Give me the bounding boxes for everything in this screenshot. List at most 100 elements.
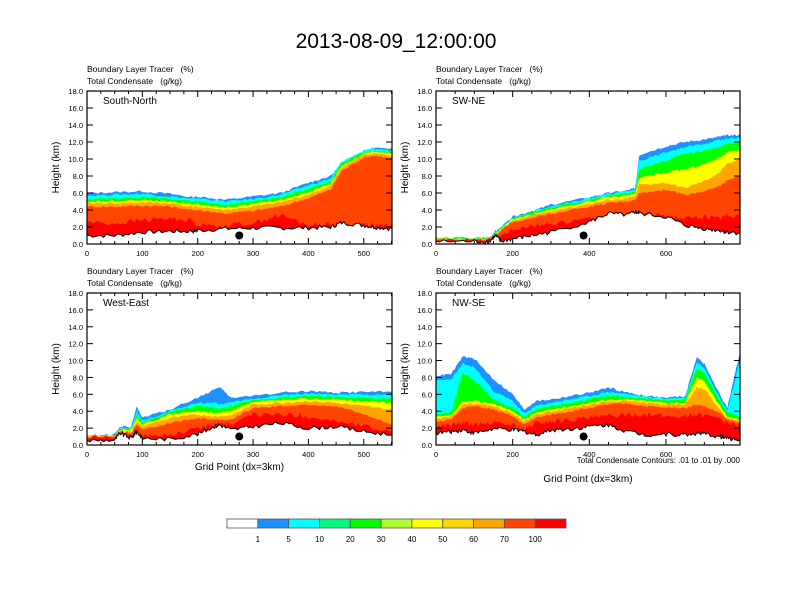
- y-tick-label: 2.0: [422, 424, 432, 433]
- panel-title: South-North: [103, 96, 157, 107]
- panel-subtitle-tracer: Boundary Layer Tracer (%): [436, 266, 543, 276]
- y-tick-label: 10.0: [68, 357, 83, 366]
- colorbar-swatch: [534, 518, 567, 529]
- colorbar-label: 10: [315, 535, 324, 544]
- x-tick-label: 0: [434, 450, 438, 459]
- y-tick-label: 2.0: [422, 223, 432, 232]
- y-tick-label: 10.0: [417, 357, 432, 366]
- plot-area: [87, 386, 392, 445]
- y-tick-label: 0.0: [422, 240, 432, 249]
- y-tick-label: 6.0: [73, 390, 83, 399]
- colorbar-label: 30: [377, 535, 386, 544]
- plot-area: [87, 147, 392, 244]
- location-marker: [235, 432, 244, 441]
- x-tick-label: 100: [136, 249, 149, 258]
- colorbar-swatch: [411, 518, 444, 529]
- y-tick-label: 12.0: [417, 138, 432, 147]
- panel-subtitle-tracer: Boundary Layer Tracer (%): [87, 64, 194, 74]
- y-tick-label: 2.0: [73, 424, 83, 433]
- terrain-line: [436, 422, 740, 442]
- y-tick-label: 18.0: [68, 87, 83, 96]
- contour-footnote: Total Condensate Contours: .01 to .01 by…: [577, 456, 741, 465]
- x-tick-label: 0: [85, 450, 89, 459]
- colorbar-swatch: [349, 518, 382, 529]
- x-tick-label: 500: [358, 249, 371, 258]
- x-tick-label: 400: [583, 450, 596, 459]
- y-tick-label: 10.0: [417, 155, 432, 164]
- y-tick-label: 6.0: [73, 189, 83, 198]
- figure-title: 2013-08-09_12:00:00: [295, 30, 497, 53]
- y-tick-label: 8.0: [73, 373, 83, 382]
- y-tick-label: 18.0: [417, 87, 432, 96]
- y-axis-label: Height (km): [400, 343, 411, 395]
- x-tick-label: 200: [191, 249, 204, 258]
- x-tick-label: 400: [302, 450, 315, 459]
- colorbar-label: 100: [529, 535, 543, 544]
- x-tick-label: 100: [136, 450, 149, 459]
- y-tick-label: 2.0: [73, 223, 83, 232]
- x-axis-label: Grid Point (dx=3km): [195, 462, 284, 473]
- colorbar-label: 5: [286, 535, 291, 544]
- panel-bottom-left: 0.0 2.0 4.0 6.0 8.0 10.0 12.0 14.0 16.0 18.0 0 100 2…: [51, 266, 393, 473]
- y-tick-label: 12.0: [68, 340, 83, 349]
- colorbar-label: 50: [438, 535, 447, 544]
- y-tick-label: 12.0: [68, 138, 83, 147]
- y-tick-label: 8.0: [422, 172, 432, 181]
- terrain-line: [87, 421, 392, 443]
- x-tick-label: 400: [583, 249, 596, 258]
- colorbar-swatch: [257, 518, 290, 529]
- panel-title: NW-SE: [452, 298, 485, 309]
- y-axis-label: Height (km): [51, 343, 62, 395]
- panel-title: West-East: [103, 298, 149, 309]
- y-tick-label: 12.0: [417, 340, 432, 349]
- x-tick-label: 300: [247, 450, 260, 459]
- panel-subtitle-condensate: Total Condensate (g/kg): [436, 278, 531, 288]
- colorbar-swatch: [380, 518, 413, 529]
- y-tick-label: 6.0: [422, 189, 432, 198]
- x-tick-label: 0: [85, 249, 89, 258]
- y-tick-label: 14.0: [417, 323, 432, 332]
- location-marker: [579, 432, 588, 441]
- y-tick-label: 16.0: [417, 104, 432, 113]
- terrain-line: [436, 209, 740, 244]
- y-tick-label: 4.0: [422, 407, 432, 416]
- x-tick-label: 300: [247, 249, 260, 258]
- y-tick-label: 6.0: [422, 390, 432, 399]
- y-tick-label: 8.0: [73, 172, 83, 181]
- y-tick-label: 0.0: [73, 240, 83, 249]
- x-tick-label: 500: [358, 450, 371, 459]
- y-tick-label: 10.0: [68, 155, 83, 164]
- panel-subtitle-condensate: Total Condensate (g/kg): [436, 76, 531, 86]
- colorbar-swatch: [503, 518, 536, 529]
- y-tick-label: 4.0: [422, 206, 432, 215]
- x-axis-label: Grid Point (dx=3km): [543, 474, 632, 485]
- colorbar: 1 5 10 20 30 40 50 60 70 100: [226, 518, 567, 544]
- y-tick-label: 14.0: [68, 121, 83, 130]
- y-tick-label: 14.0: [68, 323, 83, 332]
- plot-frame: [435, 90, 741, 245]
- y-tick-label: 4.0: [73, 407, 83, 416]
- colorbar-swatch: [226, 518, 259, 529]
- plot-area: [436, 134, 740, 244]
- y-tick-label: 18.0: [68, 289, 83, 298]
- colorbar-swatch: [288, 518, 320, 529]
- panel-top-left: 0.0 2.0 4.0 6.0 8.0 10.0 12.0 14.0 16.0 18.0 0 100 2…: [51, 64, 393, 258]
- y-tick-label: 4.0: [73, 206, 83, 215]
- y-axis-label: Height (km): [400, 142, 411, 194]
- y-axis-label: Height (km): [51, 142, 62, 194]
- colorbar-label: 1: [256, 535, 261, 544]
- panel-subtitle-condensate: Total Condensate (g/kg): [87, 278, 182, 288]
- panel-subtitle-tracer: Boundary Layer Tracer (%): [87, 266, 194, 276]
- location-marker: [235, 231, 244, 240]
- colorbar-swatch: [442, 518, 474, 529]
- colorbar-label: 20: [346, 535, 355, 544]
- y-tick-label: 0.0: [73, 441, 83, 450]
- terrain-line: [87, 220, 392, 238]
- x-tick-label: 400: [302, 249, 315, 258]
- colorbar-swatch: [473, 518, 505, 529]
- panel-title: SW-NE: [452, 96, 485, 107]
- panel-subtitle-tracer: Boundary Layer Tracer (%): [436, 64, 543, 74]
- colorbar-label: 70: [500, 535, 509, 544]
- plot-area: [436, 352, 740, 445]
